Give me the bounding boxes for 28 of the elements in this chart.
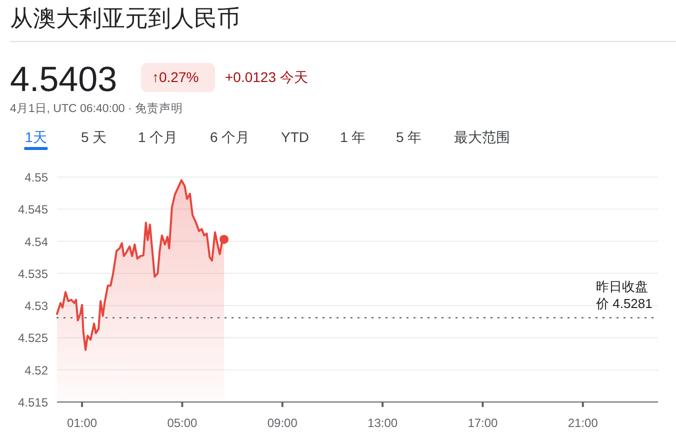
- y-tick-label: 4.52: [24, 363, 48, 378]
- text: 4月1日, UTC 06:40:00 · 免责声明: [10, 102, 183, 115]
- y-tick-label: 4.535: [18, 266, 48, 281]
- text: 1 年: [340, 129, 366, 145]
- text: 4.5403: [10, 60, 118, 99]
- x-tick-label: 13:00: [368, 416, 398, 430]
- text: 5 天: [81, 129, 107, 145]
- y-tick-label: 4.55: [24, 170, 48, 184]
- text: 5 年: [396, 129, 422, 145]
- y-tick-label: 4.545: [18, 202, 48, 217]
- y-tick-label: 4.515: [18, 396, 48, 410]
- text: 6 个月: [210, 129, 250, 145]
- text: ↑0.27%: [152, 69, 199, 85]
- x-tick-label: 21:00: [568, 416, 598, 430]
- chart-title: 从澳大利亚元到人民币: [10, 5, 240, 31]
- x-tick-label: 01:00: [67, 416, 98, 430]
- text: 最大范围: [454, 129, 510, 145]
- y-tick-label: 4.525: [18, 331, 48, 346]
- ref-line-label: 昨日收盘价 4.5281: [595, 278, 652, 311]
- text: 1 个月: [138, 129, 178, 145]
- x-tick-label: 05:00: [167, 416, 198, 430]
- x-tick-label: 09:00: [267, 416, 298, 430]
- x-tick-label: 17:00: [468, 416, 498, 430]
- y-tick-label: 4.53: [24, 299, 48, 314]
- text: 1天: [25, 129, 47, 145]
- text: +0.0123 今天: [225, 69, 308, 85]
- text: YTD: [281, 129, 309, 145]
- y-tick-label: 4.54: [24, 234, 48, 249]
